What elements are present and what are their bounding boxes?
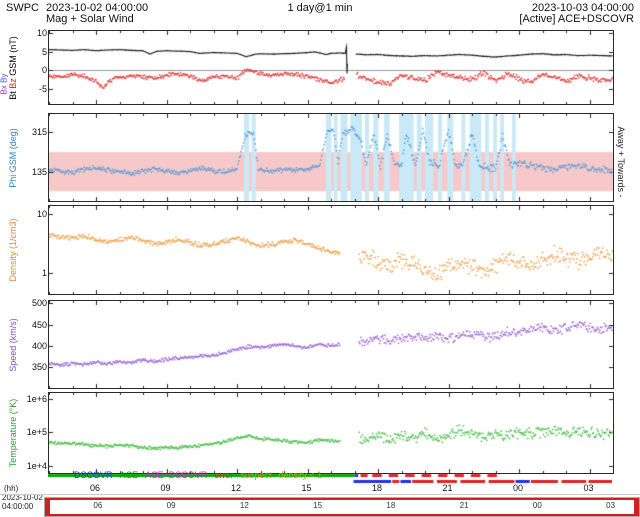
axis-title-density: Density (1/cm3) (8, 218, 18, 282)
scrubber-tick-label: 12 (239, 501, 249, 510)
panel-bt-bz[interactable] (48, 30, 614, 105)
legend-item: DSCOVR (74, 470, 113, 480)
scrubber-tick-label: 18 (386, 501, 396, 510)
scrubber-right-handle[interactable] (634, 500, 637, 514)
axis-title-temperature: Temperature (°K) (8, 398, 18, 468)
scrubber-selection[interactable] (45, 498, 639, 516)
bt-bz-plot-canvas[interactable] (49, 31, 613, 104)
y-tick-label: 1e+5 (26, 427, 47, 438)
x-tick-label: 15 (301, 483, 312, 493)
scrubber-tick-label: 06 (93, 501, 103, 510)
x-tick-label: 00 (512, 483, 524, 493)
data-availability-bar (48, 473, 612, 485)
density-plot-canvas[interactable] (49, 206, 613, 294)
y-tick-label: 500 (31, 298, 47, 309)
legend-item: ACE (119, 470, 139, 480)
y-tick-label: 135 (31, 166, 47, 177)
temperature-plot-canvas[interactable] (49, 393, 613, 473)
scrubber-tick-label: 09 (166, 501, 176, 510)
axis-title-speed: Speed (km/s) (8, 317, 18, 372)
x-tick-label: 09 (160, 483, 171, 493)
legend: DSCOVR ACE ACE+DSCOVR error suspect density <… (74, 470, 322, 480)
scrubber-tick-label: 00 (532, 501, 542, 510)
data-source-status: [Active] ACE+DSCOVR (519, 13, 634, 25)
y-tick-label: 10 (36, 208, 47, 219)
app-title: SWPC (6, 2, 39, 14)
y-tick-label: 1e+4 (26, 460, 47, 471)
y-tick-label: 5 (41, 46, 47, 57)
time-range-scrubber[interactable]: 06 09 12 15 18 21 00 03 (44, 497, 640, 517)
plot-subtitle: Mag + Solar Wind (46, 13, 134, 25)
axis-title-bt-bz: Bt Bz GSM (nT) (8, 35, 18, 100)
panel-temperature[interactable] (48, 392, 614, 474)
panel-phi-gsm[interactable] (48, 113, 614, 202)
y-tick-label: 0 (41, 65, 47, 76)
panel-speed[interactable] (48, 300, 614, 389)
legend-item: ACE+DSCOVR (145, 470, 208, 480)
y-tick-label: -5 (38, 84, 47, 95)
y-tick-label: 400 (31, 341, 47, 351)
y-tick-label: 350 (31, 362, 47, 373)
x-tick-label: 18 (371, 483, 383, 493)
axis-title-components: Bx By (0, 73, 9, 95)
panel-density[interactable] (48, 205, 614, 295)
plot-end-time: 2023-10-03 04:00:00 (531, 2, 634, 14)
divider-line (0, 494, 640, 495)
scrubber-tick-label: 03 (606, 501, 616, 510)
scrubber-start-clock: 04:00:00 (2, 502, 34, 511)
scrubber-tick-label: 15 (313, 501, 323, 510)
x-tick-label: 21 (442, 483, 453, 493)
legend-item: density < 1 (278, 470, 323, 480)
x-tick-label: 12 (230, 483, 242, 493)
scrubber-start-date: 2023-10-02 (2, 493, 43, 502)
y-tick-label: 1e+6 (26, 393, 47, 404)
legend-item: error (214, 470, 234, 480)
axis-title-phi: Phi GSM (deg) (8, 127, 18, 188)
y-tick-label: 10 (36, 28, 47, 39)
x-tick-label: 03 (583, 483, 594, 493)
y-tick-label: 315 (31, 127, 47, 138)
y-tick-label: 1 (41, 268, 47, 279)
phi-sector-label: Away + Towards - (616, 126, 626, 198)
scrubber-tick-label: 21 (459, 501, 469, 510)
x-tick-label: 06 (89, 483, 101, 493)
y-tick-label: 450 (31, 319, 47, 330)
plot-resolution: 1 day@1 min (287, 2, 353, 14)
phi-plot-canvas[interactable] (49, 114, 613, 201)
speed-plot-canvas[interactable] (49, 301, 613, 388)
x-axis-unit-label: (hh) (4, 484, 19, 493)
legend-item: suspect (240, 470, 272, 480)
plot-start-time: 2023-10-02 04:00:00 (46, 2, 149, 14)
scrubber-left-handle[interactable] (47, 500, 50, 514)
